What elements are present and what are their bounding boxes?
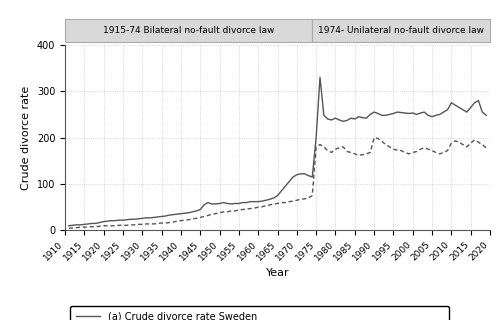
(b) Three-year moving average of crude divorce rate in Västerbotten: [340, 145, 346, 149]
(a) Crude divorce rate Sweden: [182, 211, 188, 215]
(a) Crude divorce rate Sweden: [205, 201, 211, 204]
Y-axis label: Crude divorce rate: Crude divorce rate: [21, 85, 31, 190]
(a) Crude divorce rate Sweden: [344, 118, 350, 122]
(b) Three-year moving average of crude divorce rate in Västerbotten: [371, 136, 377, 140]
(b) Three-year moving average of crude divorce rate in Västerbotten: [182, 218, 188, 222]
(a) Crude divorce rate Sweden: [66, 224, 72, 228]
(b) Three-year moving average of crude divorce rate in Västerbotten: [290, 199, 296, 203]
Line: (a) Crude divorce rate Sweden: (a) Crude divorce rate Sweden: [69, 77, 486, 226]
(b) Three-year moving average of crude divorce rate in Västerbotten: [483, 146, 489, 150]
Text: 1974- Unilateral no-fault divorce law: 1974- Unilateral no-fault divorce law: [318, 26, 484, 35]
(a) Crude divorce rate Sweden: [317, 76, 323, 79]
(a) Crude divorce rate Sweden: [290, 175, 296, 179]
(a) Crude divorce rate Sweden: [294, 173, 300, 177]
(b) Three-year moving average of crude divorce rate in Västerbotten: [294, 198, 300, 202]
(b) Three-year moving average of crude divorce rate in Västerbotten: [97, 224, 103, 228]
(b) Three-year moving average of crude divorce rate in Västerbotten: [66, 226, 72, 230]
(a) Crude divorce rate Sweden: [483, 113, 489, 117]
(a) Crude divorce rate Sweden: [97, 220, 103, 224]
(b) Three-year moving average of crude divorce rate in Västerbotten: [205, 214, 211, 218]
Line: (b) Three-year moving average of crude divorce rate in Västerbotten: (b) Three-year moving average of crude d…: [69, 138, 486, 228]
Legend: (a) Crude divorce rate Sweden, (b) Three-year moving average of crude divorce ra: (a) Crude divorce rate Sweden, (b) Three…: [70, 306, 449, 320]
Text: 1915-74 Bilateral no-fault divorce law: 1915-74 Bilateral no-fault divorce law: [103, 26, 274, 35]
X-axis label: Year: Year: [266, 268, 289, 278]
